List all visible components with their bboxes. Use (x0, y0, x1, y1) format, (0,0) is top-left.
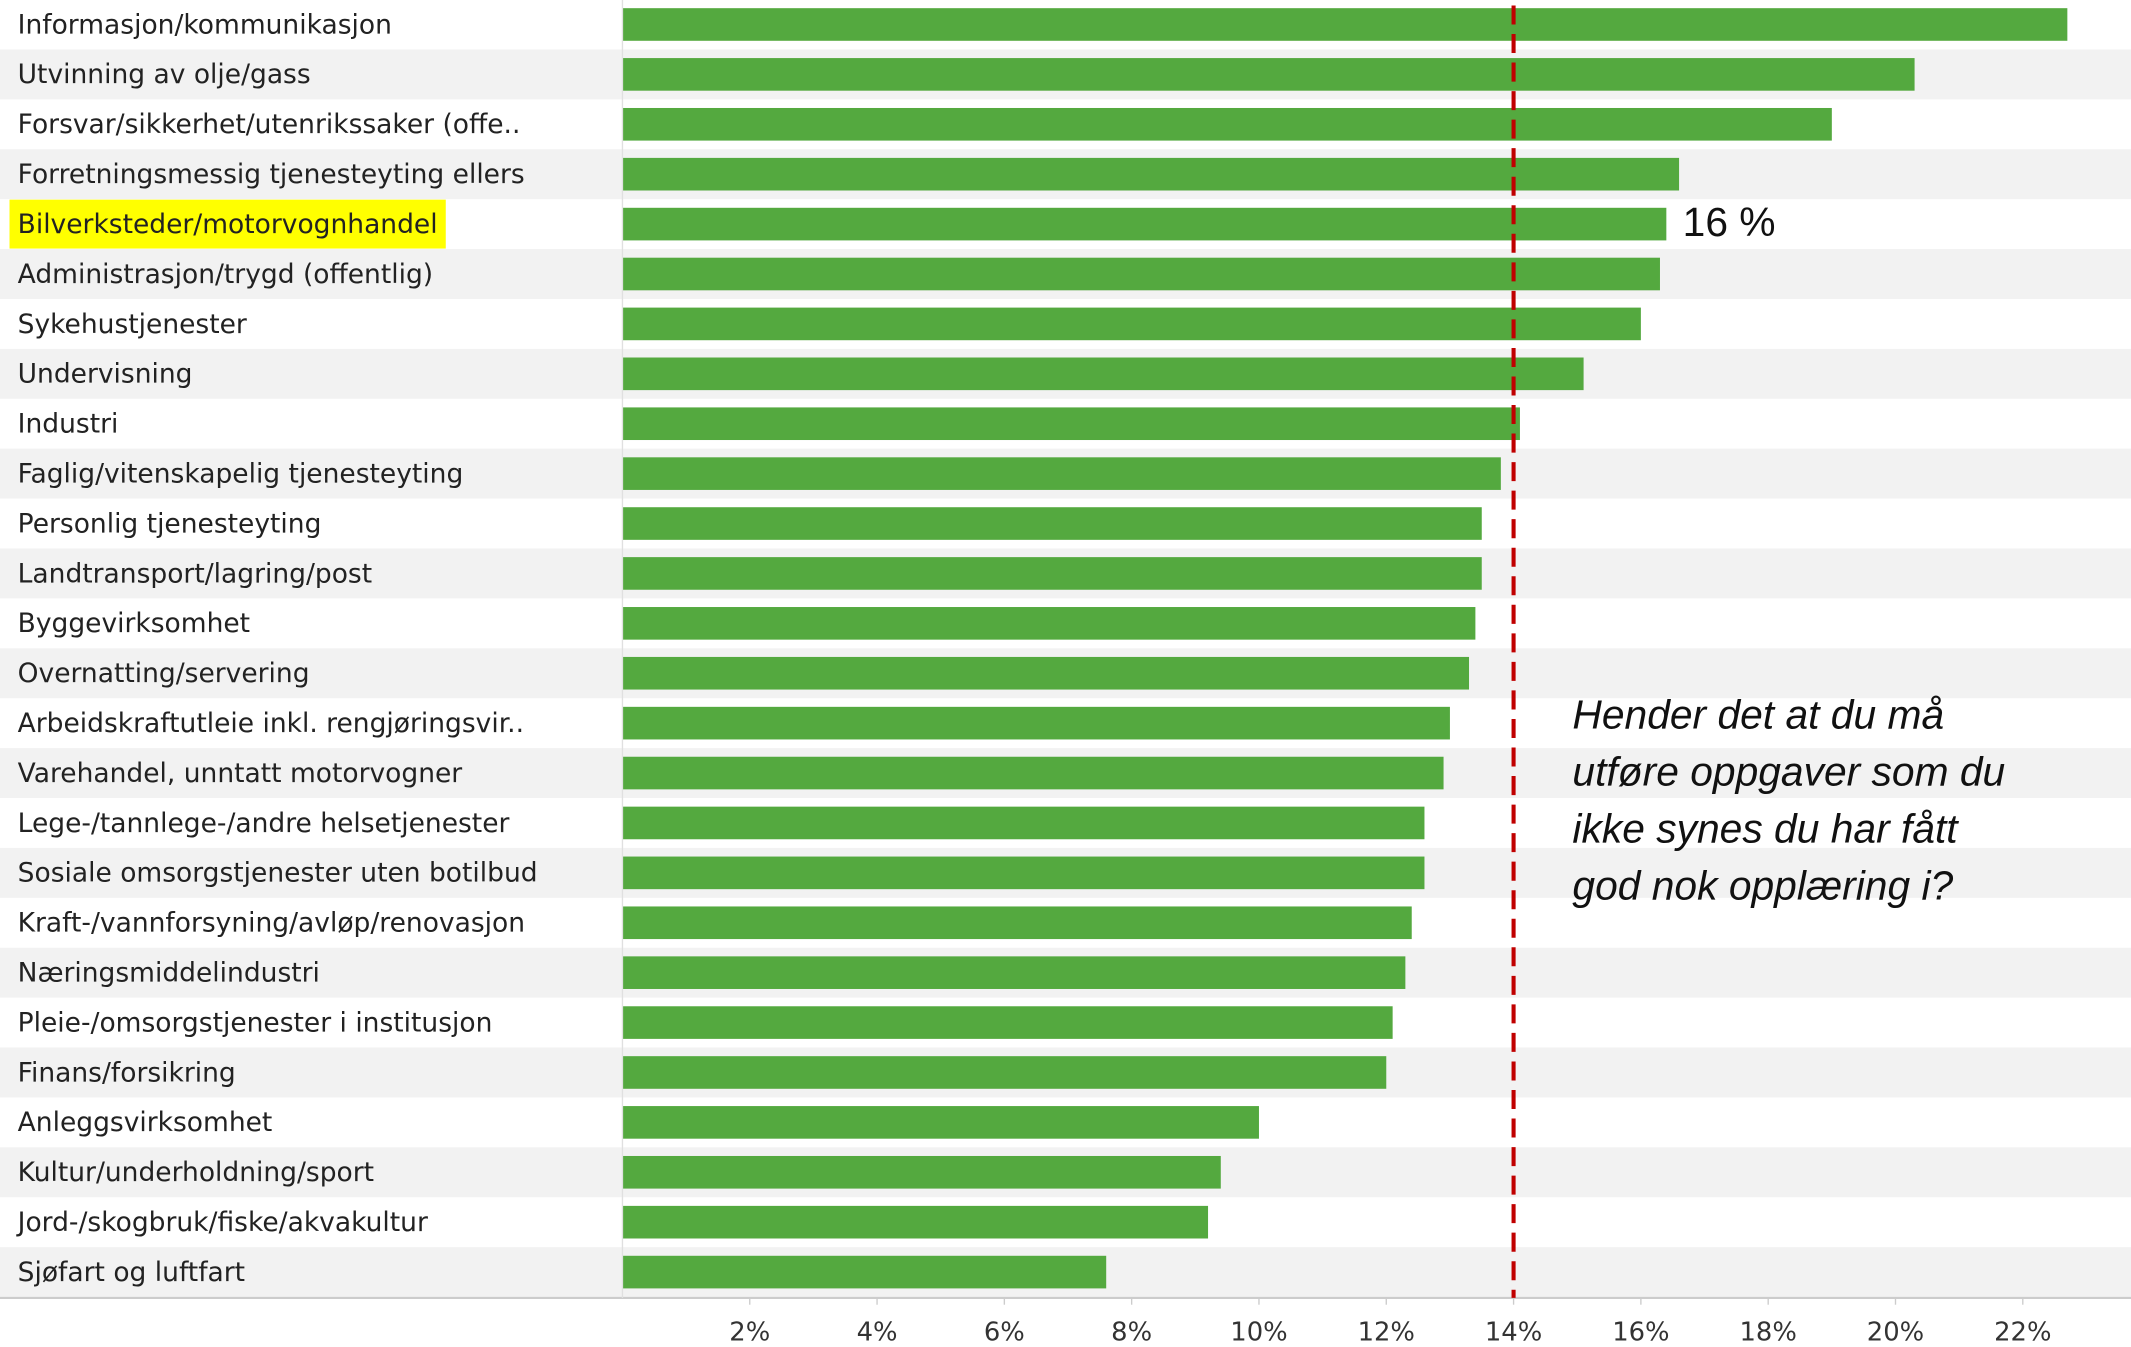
bar (622, 307, 1641, 341)
bar (622, 1006, 1393, 1039)
value-label: 16 % (1683, 199, 1776, 245)
category-label: Faglig/vitenskapelig tjenesteyting (18, 458, 464, 489)
category-label: Utvinning av olje/gass (18, 59, 311, 90)
bar (622, 1255, 1107, 1289)
bar (622, 257, 1660, 291)
x-tick-label: 20% (1867, 1318, 1924, 1347)
category-label: Personlig tjenesteyting (18, 508, 322, 539)
category-label: Arbeidskraftutleie inkl. rengjøringsvir.… (18, 708, 524, 739)
category-label: Varehandel, unntatt motorvogner (18, 758, 463, 789)
category-label: Jord-/skogbruk/fiske/akvakultur (16, 1207, 428, 1238)
bar (622, 1056, 1387, 1089)
bar (622, 407, 1520, 441)
bar (622, 906, 1412, 940)
category-label: Undervisning (18, 359, 193, 390)
bar (622, 607, 1476, 640)
x-tick-label: 2% (729, 1318, 770, 1347)
category-label: Sosiale omsorgstjenester uten botilbud (18, 858, 538, 889)
annotation: ikke synes du har fått (1572, 806, 1959, 852)
category-label: Finans/forsikring (18, 1057, 236, 1088)
bar (622, 1155, 1221, 1189)
category-label: Lege-/tannlege-/andre helsetjenester (18, 808, 510, 839)
category-label: Informasjon/kommunikasjon (18, 9, 392, 40)
annotation: Hender det at du må (1572, 691, 1944, 737)
bar (622, 956, 1406, 989)
bar (622, 806, 1425, 840)
bar (622, 507, 1482, 540)
bar (622, 856, 1425, 890)
highlight (9, 199, 446, 249)
category-label: Anleggsvirksomhet (18, 1107, 273, 1138)
bar (622, 8, 2068, 41)
category-label: Byggevirksomhet (18, 608, 250, 639)
bar (622, 557, 1482, 590)
bar (622, 756, 1444, 790)
category-label: Administrasjon/trygd (offentlig) (18, 259, 433, 290)
x-tick-label: 8% (1111, 1318, 1152, 1347)
bar (622, 58, 1915, 91)
x-tick-label: 4% (857, 1318, 898, 1347)
category-label: Forsvar/sikkerhet/utenrikssaker (offe.. (18, 109, 521, 140)
bar (622, 1205, 1209, 1239)
annotation: god nok opplæring i? (1572, 863, 1953, 909)
bar (622, 656, 1470, 690)
x-tick-label: 6% (984, 1318, 1025, 1347)
category-label: Overnatting/servering (18, 658, 310, 689)
annotation: utføre oppgaver som du (1572, 748, 2005, 794)
bar (622, 357, 1584, 391)
x-tick-label: 14% (1485, 1318, 1542, 1347)
x-tick-label: 18% (1739, 1318, 1796, 1347)
category-label: Pleie-/omsorgstjenester i institusjon (18, 1007, 493, 1038)
bar (622, 157, 1680, 191)
category-label: Forretningsmessig tjenesteyting ellers (18, 159, 525, 190)
category-label: Industri (18, 409, 119, 440)
x-tick-label: 10% (1230, 1318, 1287, 1347)
bar (622, 1106, 1259, 1139)
category-label: Næringsmiddelindustri (18, 958, 320, 989)
category-label: Kraft-/vannforsyning/avløp/renovasjon (18, 908, 525, 939)
category-label: Kultur/underholdning/sport (18, 1157, 374, 1188)
category-label: Landtransport/lagring/post (18, 558, 372, 589)
bar (622, 107, 1832, 141)
category-label: Sjøfart og luftfart (18, 1257, 245, 1288)
x-tick-label: 16% (1612, 1318, 1669, 1347)
category-label: Sykehustjenester (18, 309, 247, 340)
x-tick-label: 12% (1358, 1318, 1415, 1347)
x-tick-label: 22% (1994, 1318, 2051, 1347)
bar (622, 706, 1450, 740)
bar (622, 457, 1501, 490)
bar (622, 207, 1667, 241)
category-label: Bilverksteder/motorvognhandel (18, 209, 438, 240)
